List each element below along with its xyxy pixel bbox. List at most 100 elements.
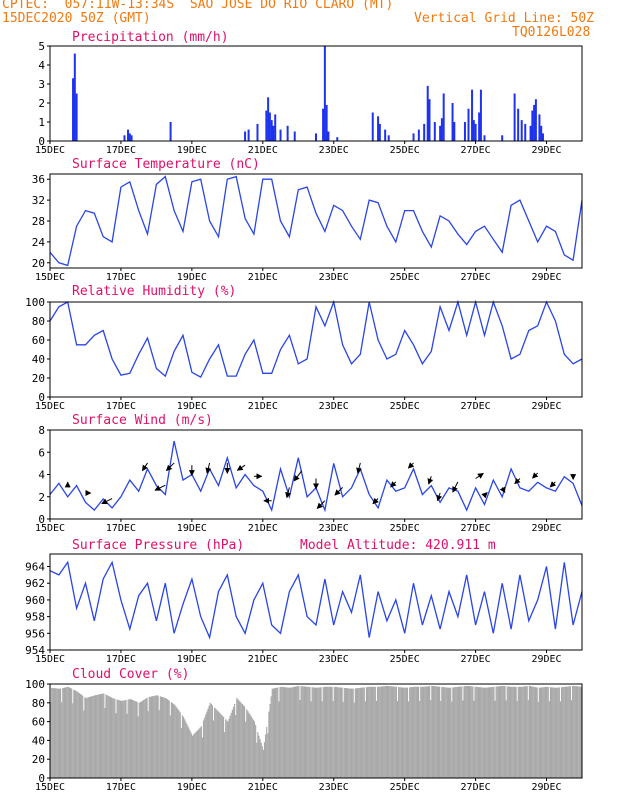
cloud-bar	[337, 687, 339, 778]
precip-bar	[433, 122, 436, 141]
cloud-bar	[552, 687, 554, 778]
cloud-bar	[274, 687, 277, 778]
precip-bar	[279, 129, 282, 141]
cloud-bar	[209, 702, 211, 778]
cloud-bar	[61, 702, 63, 778]
cloud-bar	[151, 696, 154, 778]
cloud-bar	[328, 686, 330, 778]
cloud-bar	[535, 687, 537, 778]
cloud-bar	[199, 727, 201, 778]
cloud-bar	[497, 686, 499, 778]
model-code: TQ0126L028	[512, 25, 591, 40]
cloud-bar	[351, 688, 353, 778]
cloud-bar	[329, 686, 331, 778]
cloud-bar	[89, 696, 92, 778]
cloud-bar	[512, 686, 514, 778]
y-tick-label: 4	[38, 59, 45, 72]
cloud-bar	[297, 686, 299, 778]
cloud-bar	[253, 721, 256, 778]
cloud-bar	[468, 686, 471, 778]
cloud-bar	[447, 687, 450, 778]
cloud-bar	[298, 685, 300, 778]
cloud-bar	[202, 720, 205, 778]
cloud-bar	[568, 686, 570, 778]
precip-bar	[428, 99, 431, 141]
precip-bar	[474, 123, 477, 141]
precip-bar	[538, 114, 541, 141]
panel-title: Surface Wind (m/s)	[72, 413, 213, 428]
y-tick-label: 0	[38, 391, 45, 404]
cloud-bar	[539, 687, 542, 778]
cloud-bar	[122, 700, 124, 778]
series-line	[49, 560, 583, 640]
cloud-bar	[580, 686, 583, 778]
cloud-bar	[381, 686, 383, 778]
cloud-bar	[352, 688, 354, 778]
precip-bar	[72, 78, 75, 141]
chart-header: CPTEC: 057:11W-13:34S SAO JOSE DO RIO CL…	[0, 0, 618, 45]
cloud-bar	[415, 686, 417, 778]
precip-bar	[423, 123, 426, 141]
cloud-bar	[123, 700, 125, 778]
cloud-bar	[237, 699, 239, 778]
wind-vector	[481, 491, 488, 499]
cloud-bar	[553, 687, 555, 778]
precip-bar	[75, 93, 78, 141]
cloud-bar	[412, 686, 414, 778]
cloud-bar	[460, 686, 462, 778]
cloud-bar	[474, 686, 476, 778]
cloud-bar	[82, 695, 84, 778]
wind-vector	[427, 476, 434, 485]
x-tick-label: 17DEC	[106, 401, 136, 412]
cloud-bar	[370, 686, 372, 778]
x-tick-label: 29DEC	[531, 145, 561, 156]
cloud-bar	[504, 686, 506, 778]
cloud-bar	[153, 695, 155, 778]
cloud-bar	[88, 697, 90, 778]
cloud-bar	[265, 734, 267, 778]
y-tick-label: 60	[32, 716, 45, 729]
cloud-bar	[185, 721, 187, 778]
precip-bar	[244, 131, 247, 141]
cloud-bar	[78, 693, 81, 778]
cloud-bar	[268, 711, 270, 778]
cloud-bar	[145, 698, 147, 778]
x-tick-label: 15DEC	[35, 782, 65, 793]
cloud-bar	[485, 687, 487, 778]
y-tick-label: 80	[32, 697, 45, 710]
cloud-bar	[347, 688, 349, 778]
cloud-bar	[477, 687, 480, 778]
cloud-bar	[59, 688, 62, 778]
wind-vector	[475, 472, 484, 479]
cloud-bar	[398, 687, 400, 778]
cloud-bar	[83, 710, 85, 778]
cloud-bar	[168, 700, 170, 778]
cloud-bar	[200, 726, 202, 778]
cloud-bar	[98, 694, 100, 778]
cloud-bar	[73, 689, 75, 778]
cloud-bar	[139, 702, 141, 778]
cloud-bar	[107, 695, 109, 778]
cloud-bar	[241, 703, 243, 778]
cloud-bar	[293, 686, 296, 778]
cloud-bar	[371, 686, 373, 778]
cloud-bar	[128, 699, 130, 778]
cloud-bar	[399, 687, 401, 778]
cloud-bar	[85, 698, 87, 778]
cloud-bar	[508, 686, 511, 778]
cloud-bar	[321, 701, 323, 778]
wind-vector	[549, 481, 557, 488]
cloud-bar	[71, 688, 73, 778]
cloud-bar	[514, 686, 516, 778]
precip-bar	[534, 99, 537, 141]
cloud-bar	[176, 707, 178, 778]
precip-bar	[130, 135, 133, 141]
cloud-bar	[144, 699, 146, 778]
precip-bar	[524, 123, 527, 141]
cloud-bar	[252, 719, 255, 778]
cloud-bar	[161, 697, 164, 778]
x-tick-label: 17DEC	[106, 782, 136, 793]
cloud-bar	[440, 700, 442, 778]
cloud-bar	[224, 732, 226, 778]
cloud-bar	[365, 687, 368, 778]
